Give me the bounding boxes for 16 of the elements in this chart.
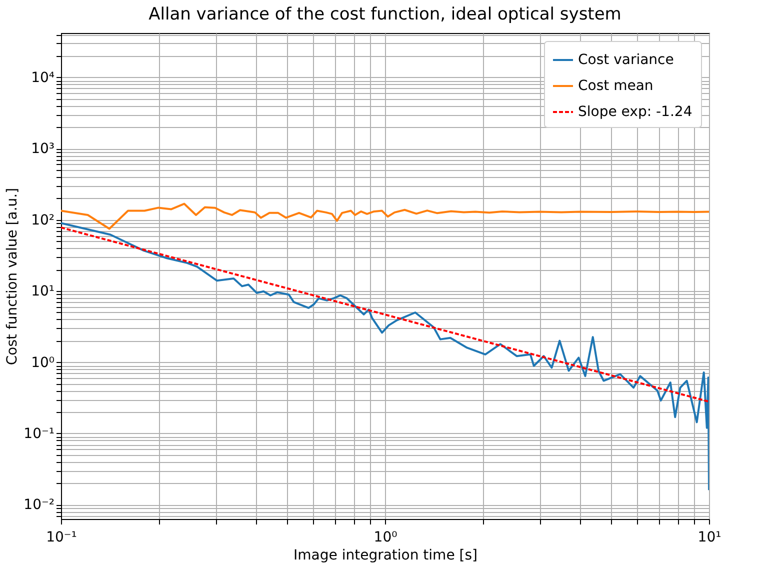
y-tick-label: 10⁴ (31, 70, 55, 86)
y-tick-label: 10⁰ (31, 354, 55, 371)
legend-label: Cost mean (578, 78, 654, 94)
y-tick-label: 10³ (31, 141, 54, 158)
y-axis-title: Cost function value [a.u.] (4, 188, 21, 366)
legend-label: Slope exp: -1.24 (578, 104, 692, 120)
x-tick-label: 10¹ (698, 530, 722, 546)
y-tick-label: 10² (31, 212, 54, 228)
y-tick-label: 10⁻¹ (24, 426, 54, 442)
y-tick-label: 10¹ (31, 284, 54, 300)
legend-label: Cost variance (578, 52, 674, 68)
x-tick-label: 10⁰ (374, 530, 398, 546)
x-tick-label: 10⁻¹ (46, 530, 77, 546)
y-tick-label: 10⁻² (24, 497, 54, 514)
chart-title: Allan variance of the cost function, ideal optical system (148, 4, 622, 25)
x-axis-title: Image integration time [s] (294, 548, 478, 564)
